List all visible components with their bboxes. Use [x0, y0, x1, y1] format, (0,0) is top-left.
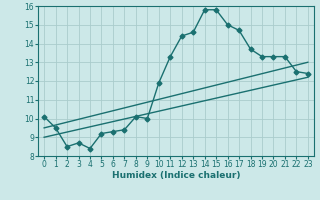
X-axis label: Humidex (Indice chaleur): Humidex (Indice chaleur) — [112, 171, 240, 180]
